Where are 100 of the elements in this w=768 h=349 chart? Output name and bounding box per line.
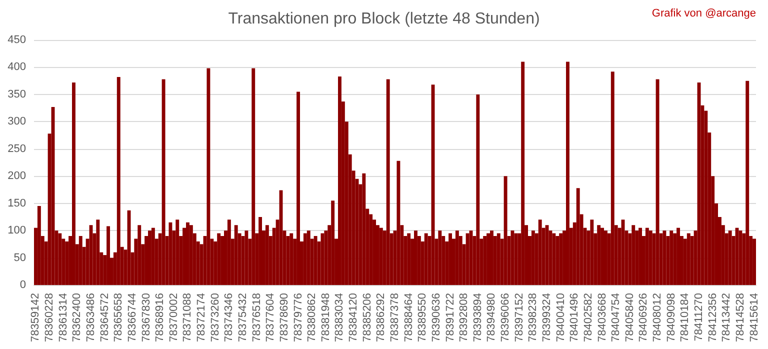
bar <box>206 68 210 285</box>
y-tick-label: 200 <box>8 170 26 182</box>
bar <box>162 79 166 285</box>
bar <box>531 230 535 285</box>
bar <box>466 233 470 285</box>
bar <box>576 188 580 285</box>
x-tick-label: 78402582 <box>582 293 594 342</box>
x-tick-label: 78388464 <box>402 293 415 342</box>
bar <box>217 233 221 285</box>
x-tick-label: 78377604 <box>264 293 277 342</box>
y-tick-label: 50 <box>14 252 26 264</box>
x-tick-label: 78363486 <box>85 293 97 342</box>
bar <box>656 79 660 285</box>
x-tick-label: 78389550 <box>416 293 429 342</box>
bar <box>265 225 269 285</box>
bar <box>559 233 563 285</box>
y-tick-label: 450 <box>8 34 26 46</box>
x-tick-label: 78404754 <box>610 293 622 342</box>
x-tick-label: 78413442 <box>720 293 733 342</box>
x-tick-label: 78396066 <box>500 293 512 342</box>
x-tick-label: 78366744 <box>126 293 138 342</box>
x-tick-label: 78370002 <box>168 293 180 342</box>
x-tick-label: 78373260 <box>209 293 222 342</box>
x-tick-label: 78411270 <box>693 293 705 342</box>
x-tick-label: 78385206 <box>361 293 374 342</box>
bar <box>686 233 690 285</box>
y-tick-label: 150 <box>8 197 26 210</box>
bar <box>407 233 411 285</box>
bar <box>728 230 732 285</box>
bar <box>303 233 307 285</box>
bar <box>72 82 76 285</box>
x-tick-label: 78410184 <box>679 293 692 342</box>
x-tick-label: 78415614 <box>748 293 760 342</box>
x-tick-label: 78384120 <box>348 293 360 342</box>
x-tick-label: 78409098 <box>665 293 678 342</box>
x-tick-label: 78378690 <box>278 293 290 342</box>
y-tick-label: 350 <box>8 88 26 100</box>
x-tick-label: 78380862 <box>306 293 318 342</box>
bar <box>610 72 614 285</box>
bar <box>438 230 442 285</box>
y-tick-label: 100 <box>8 224 26 237</box>
bar <box>244 230 248 285</box>
bar <box>234 225 238 285</box>
x-tick-label: 78393894 <box>472 293 484 342</box>
x-tick-label: 78364572 <box>98 293 111 342</box>
x-tick-label: 78383034 <box>334 293 346 342</box>
bar <box>746 80 750 285</box>
bar <box>362 173 366 285</box>
bar <box>306 230 310 285</box>
x-tick-label: 78365658 <box>112 293 125 342</box>
bar <box>331 200 335 285</box>
x-tick-label: 78401496 <box>568 293 581 342</box>
bar <box>738 230 742 285</box>
bar <box>296 92 300 285</box>
bar <box>386 79 390 285</box>
bar <box>648 230 652 285</box>
x-tick-label: 78371088 <box>182 293 194 342</box>
x-tick-label: 78408012 <box>652 293 664 342</box>
x-tick-label: 78398238 <box>527 293 540 342</box>
bar <box>752 238 756 285</box>
bar <box>96 220 100 285</box>
x-tick-label: 78405840 <box>624 293 636 342</box>
bar <box>552 233 556 285</box>
bar <box>176 220 180 285</box>
bar <box>510 230 514 285</box>
bar <box>662 230 666 285</box>
bar <box>116 77 120 285</box>
chart-title: Transaktionen pro Block (letzte 48 Stunden) <box>228 10 540 28</box>
bar <box>496 233 500 285</box>
x-tick-label: 78414528 <box>734 293 746 342</box>
x-tick-label: 78376518 <box>250 293 263 342</box>
bar <box>670 230 674 285</box>
bar <box>597 225 601 285</box>
x-tick-label: 78375432 <box>237 293 249 342</box>
bar <box>252 68 256 285</box>
x-tick-label: 78397152 <box>513 293 526 342</box>
x-tick-label: 78391722 <box>444 293 456 342</box>
x-tick-label: 78368916 <box>154 293 166 342</box>
x-tick-label: 78394980 <box>486 293 498 342</box>
bar <box>106 226 110 285</box>
bar <box>538 220 542 285</box>
bar <box>514 233 518 285</box>
bar <box>455 230 459 285</box>
x-tick-label: 78406926 <box>638 293 650 342</box>
bar <box>338 76 342 285</box>
bar <box>590 220 594 285</box>
bar <box>168 222 172 285</box>
x-tick-label: 78386292 <box>375 293 388 342</box>
x-tick-label: 78403668 <box>596 293 608 342</box>
bar <box>314 236 318 285</box>
x-tick-label: 78374346 <box>223 293 236 342</box>
bar <box>37 206 41 285</box>
x-tick-label: 78412356 <box>706 293 719 342</box>
y-tick-label: 0 <box>20 279 26 291</box>
x-tick-label: 78361314 <box>57 293 70 342</box>
bar <box>632 225 636 285</box>
bar <box>290 233 294 285</box>
y-tick-label: 250 <box>8 142 26 155</box>
x-tick-label: 78359142 <box>30 293 42 342</box>
bar <box>320 233 324 285</box>
